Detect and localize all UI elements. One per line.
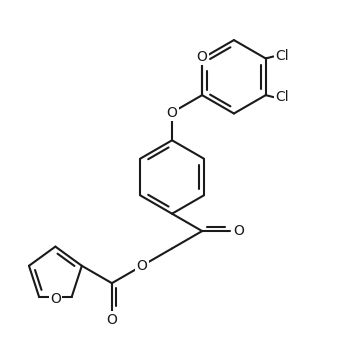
Text: O: O [166, 105, 178, 120]
Text: O: O [197, 50, 208, 64]
Text: O: O [106, 313, 118, 327]
Text: Cl: Cl [275, 49, 289, 64]
Text: Cl: Cl [275, 90, 289, 104]
Text: O: O [50, 292, 61, 306]
Text: O: O [137, 259, 147, 273]
Text: O: O [233, 224, 244, 238]
